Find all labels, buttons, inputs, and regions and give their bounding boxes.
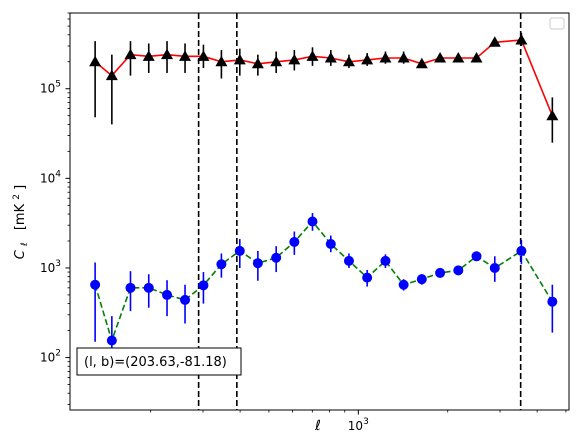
- triangle-series-point: [379, 52, 392, 63]
- circle-series-point: [362, 272, 373, 283]
- circle-series-point: [252, 258, 263, 269]
- circle-series-point: [325, 239, 336, 250]
- circle-series-line: [94, 220, 553, 344]
- triangle-series-point: [161, 48, 174, 60]
- triangle-series-point: [124, 48, 137, 60]
- triangle-series-point: [179, 50, 192, 61]
- circle-series-point: [516, 245, 527, 256]
- triangle-series-line: [94, 39, 554, 117]
- circle-series-point: [198, 280, 209, 291]
- circle-series-point: [125, 282, 136, 293]
- plot-frame: [69, 12, 570, 411]
- circle-series-point: [471, 251, 482, 262]
- legend-box: [549, 17, 565, 30]
- circle-series-point: [216, 259, 227, 270]
- triangle-series-point: [415, 57, 428, 69]
- circle-series-point: [380, 255, 391, 266]
- triangle-series-point: [488, 36, 501, 47]
- circle-series-point: [489, 262, 500, 273]
- circle-series-point: [343, 255, 354, 266]
- coordinate-annotation: (l, b)=(203.63,-81.18): [76, 347, 242, 376]
- circle-series-point: [307, 216, 318, 227]
- triangle-series-point: [215, 55, 228, 67]
- x-axis-label: ℓ: [314, 418, 321, 434]
- triangle-series-point: [546, 109, 559, 121]
- y-axis-label: C ℓ [mK 2 ]: [8, 185, 31, 259]
- triangle-series-point: [233, 53, 246, 65]
- triangle-series-point: [324, 52, 337, 63]
- plot-area: [89, 13, 559, 410]
- triangle-series-point: [470, 52, 483, 63]
- circle-series-point: [416, 274, 427, 285]
- circle-series-point: [106, 335, 117, 346]
- triangle-series-point: [270, 55, 283, 67]
- triangle-series-point: [397, 52, 410, 63]
- triangle-series-point: [361, 53, 374, 65]
- coordinate-annotation-text: (l, b)=(203.63,-81.18): [84, 355, 227, 370]
- y-tick-label: 102: [40, 349, 61, 365]
- circle-series-point: [162, 289, 173, 300]
- y-tick-label: 103: [40, 259, 61, 275]
- circle-series-point: [398, 279, 409, 290]
- circle-series-point: [547, 296, 558, 307]
- circle-series-point: [271, 252, 282, 263]
- triangle-series-point: [342, 55, 355, 67]
- triangle-series-point: [105, 69, 118, 81]
- y-axis-symbol: C: [13, 249, 28, 259]
- triangle-series-point: [288, 53, 301, 65]
- triangle-series-point: [434, 52, 447, 63]
- y-tick-label: 104: [40, 169, 61, 185]
- y-tick-label: 105: [40, 80, 61, 96]
- circle-series-point: [453, 265, 464, 276]
- triangle-series-point: [515, 33, 528, 45]
- triangle-series-point: [251, 57, 264, 69]
- circle-series-point: [90, 279, 101, 290]
- circle-series-point: [289, 236, 300, 247]
- circle-series-point: [180, 294, 191, 305]
- circle-series-point: [143, 282, 154, 293]
- circle-series-point: [234, 245, 245, 256]
- axes: 102 103 104 105 103: [40, 12, 570, 433]
- circle-series-point: [435, 267, 446, 278]
- y-axis-units: [mK: [13, 203, 28, 230]
- x-tick-label: 103: [348, 417, 369, 433]
- y-axis-subscript: ℓ: [20, 242, 30, 247]
- triangle-series-point: [306, 50, 319, 61]
- triangle-series-point: [142, 50, 155, 61]
- y-axis-units-close: ]: [13, 185, 28, 190]
- y-axis-units-exponent: 2: [12, 194, 22, 200]
- triangle-series-point: [452, 52, 465, 63]
- triangle-series-point: [197, 50, 210, 61]
- triangle-series-point: [89, 55, 102, 67]
